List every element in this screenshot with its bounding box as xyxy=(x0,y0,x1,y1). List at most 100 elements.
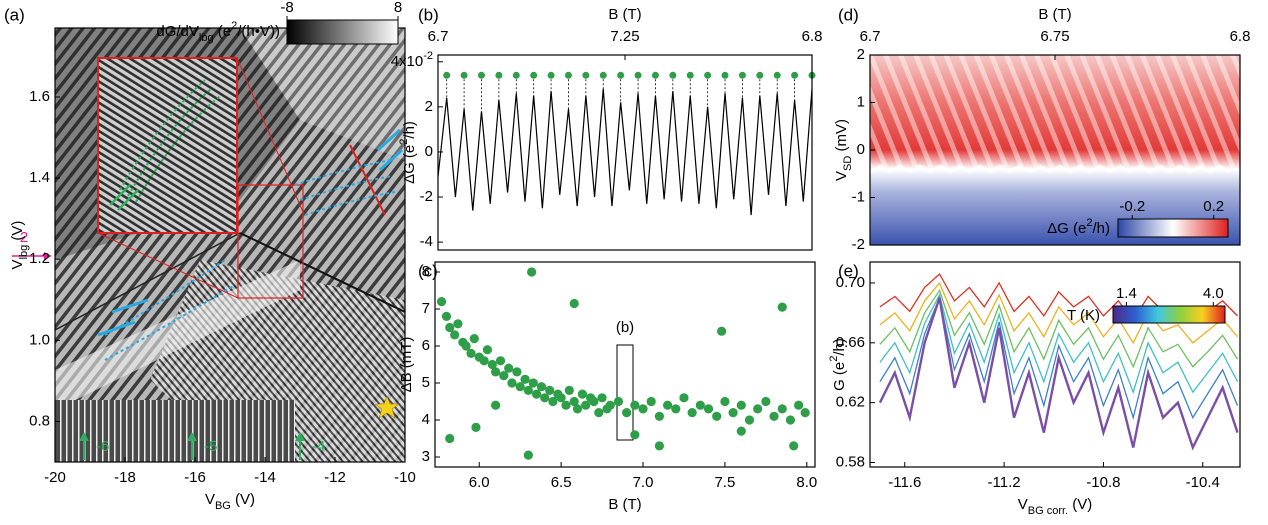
y-tick-label: 5 xyxy=(422,374,430,391)
panel-label: (d) xyxy=(838,5,859,24)
marker xyxy=(738,71,746,79)
point xyxy=(536,382,547,392)
annotation: -6 xyxy=(96,438,109,455)
point xyxy=(613,396,624,407)
x-tick-label: 6.0 xyxy=(469,474,490,491)
point xyxy=(695,400,705,410)
point xyxy=(789,441,799,451)
label-part: V xyxy=(1018,496,1028,513)
y-tick-label: 8 xyxy=(422,263,430,280)
line xyxy=(879,281,1239,345)
label-part: (e xyxy=(214,23,232,40)
y-tick-label: -1 xyxy=(852,188,865,205)
point xyxy=(794,400,804,410)
marker xyxy=(512,71,520,79)
marker xyxy=(477,71,485,79)
point xyxy=(800,408,810,418)
label-part: 4x10 xyxy=(391,53,424,70)
x-tick-label: -14 xyxy=(254,469,276,486)
label-part: 2 xyxy=(231,20,237,32)
panel-label: (c) xyxy=(418,261,438,280)
x-tick-label: -10.4 xyxy=(1186,474,1220,491)
point xyxy=(671,404,681,414)
y-tick-label: 1 xyxy=(857,93,865,110)
point xyxy=(654,411,664,421)
y-tick-label: 0 xyxy=(857,141,865,158)
x-tick-label: -10 xyxy=(394,469,416,486)
point xyxy=(777,404,787,414)
point xyxy=(531,389,542,399)
axes-frame xyxy=(434,261,816,468)
marker xyxy=(530,71,538,79)
y-tick-label: 4x10-2 xyxy=(391,50,433,70)
colorbar xyxy=(286,19,399,45)
marker xyxy=(460,71,468,79)
x-axis-label: VBG corr. (V) xyxy=(1018,496,1093,517)
y-tick-label: -2 xyxy=(852,236,865,253)
point xyxy=(564,385,574,396)
y-tick-label: 1.4 xyxy=(29,169,50,186)
y-tick-label: 6 xyxy=(422,337,430,354)
panel-label: (b) xyxy=(418,5,439,24)
label-part: SD xyxy=(842,156,854,171)
x-tick-label: 6.7 xyxy=(428,28,449,45)
point xyxy=(499,371,509,381)
point xyxy=(556,393,566,403)
point xyxy=(495,356,506,366)
y-tick-label: -2 xyxy=(420,188,433,205)
point xyxy=(548,396,558,407)
point xyxy=(466,348,476,358)
marker xyxy=(564,71,572,79)
point xyxy=(717,326,727,336)
point xyxy=(523,450,533,460)
label-part: /(h•V)) xyxy=(237,23,280,40)
x-tick-label: 8.0 xyxy=(796,474,817,491)
marker xyxy=(599,71,607,79)
point xyxy=(507,378,517,388)
y-tick-label: 1.0 xyxy=(29,331,50,348)
point xyxy=(736,426,746,436)
x-tick-label: -18 xyxy=(114,469,136,486)
x-tick-label: 6.8 xyxy=(1230,28,1251,45)
colorbar-tick-label: -8 xyxy=(280,0,293,16)
x-tick-label: 6.7 xyxy=(860,28,881,45)
point xyxy=(545,385,555,396)
point xyxy=(753,404,763,414)
label-part: -2 xyxy=(423,50,433,62)
colorbar-tick-label: 1.4 xyxy=(1116,285,1137,302)
x-axis-label: B (T) xyxy=(608,496,641,513)
point xyxy=(761,396,771,407)
label-part: BG corr. xyxy=(1028,505,1068,517)
x-tick-label: -16 xyxy=(184,469,206,486)
point xyxy=(491,400,501,410)
y-tick-label: 2 xyxy=(425,98,433,115)
y-tick-label: 1.6 xyxy=(29,88,50,105)
label-part: 2 xyxy=(828,356,840,362)
x-tick-label: -20 xyxy=(44,469,66,486)
marker xyxy=(617,71,625,79)
point xyxy=(436,296,447,307)
point xyxy=(453,319,463,329)
marker xyxy=(721,71,729,79)
point xyxy=(482,345,493,355)
y-tick-label: 7 xyxy=(422,300,430,317)
point xyxy=(646,396,656,407)
point xyxy=(523,385,533,396)
point xyxy=(605,400,615,410)
label-part: V xyxy=(9,259,26,269)
label-part: (V) xyxy=(1068,496,1092,513)
x-tick-label: -11.6 xyxy=(888,474,921,491)
marker xyxy=(773,71,781,79)
point xyxy=(561,400,571,410)
label-part: /h) xyxy=(401,121,418,139)
y-tick-label: 4 xyxy=(422,411,430,428)
highlight-box xyxy=(616,344,634,441)
x-tick-label: 6.5 xyxy=(551,474,572,491)
point xyxy=(630,430,640,440)
point xyxy=(777,302,787,312)
y-tick-label: 0 xyxy=(425,143,433,160)
x-tick-label: -11.2 xyxy=(988,474,1021,491)
marker xyxy=(756,71,764,79)
colorbar-tick-label: 4.0 xyxy=(1203,285,1224,302)
point xyxy=(638,404,648,414)
